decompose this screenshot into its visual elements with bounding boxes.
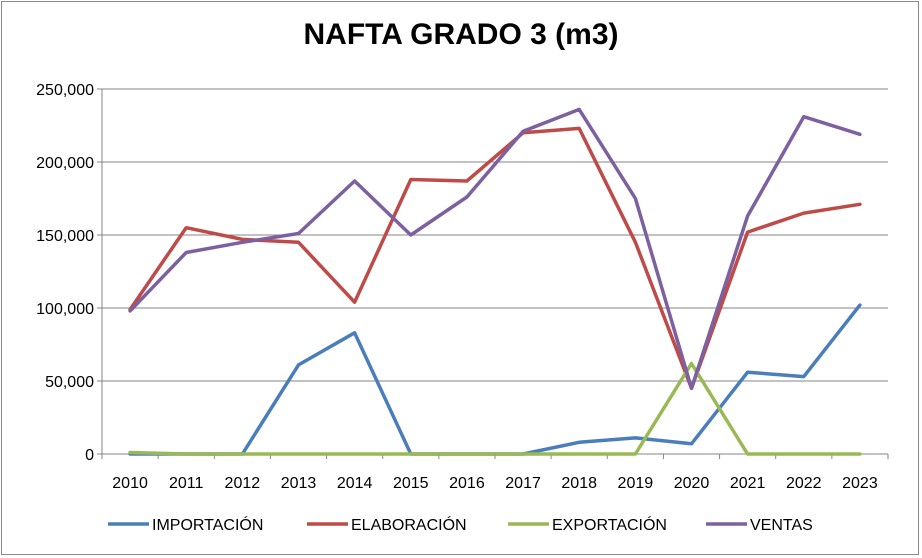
- y-tick-label: 250,000: [36, 82, 94, 99]
- legend-label-elaboracion: ELABORACIÓN: [351, 515, 467, 534]
- legend-label-importacion: IMPORTACIÓN: [152, 515, 263, 534]
- y-tick-label: 0: [85, 447, 94, 464]
- x-tick-label: 2015: [393, 475, 429, 492]
- legend-label-exportacion: EXPORTACIÓN: [552, 515, 667, 534]
- y-tick-label: 100,000: [36, 301, 94, 318]
- series-line-ventas: [128, 107, 862, 391]
- y-tick-label: 200,000: [36, 155, 94, 172]
- x-tick-label: 2018: [561, 475, 597, 492]
- x-tick-label: 2014: [337, 475, 373, 492]
- x-axis: 2010 2011 2012 2013 2014 2015 2016 2017 2018 2019…: [101, 453, 889, 492]
- x-tick-label: 2020: [674, 475, 710, 492]
- y-axis: 0 50,000 100,000 150,000 200,000 250,000: [36, 82, 103, 464]
- x-tick-label: 2011: [169, 475, 204, 492]
- x-tick-label: 2022: [786, 475, 822, 492]
- gridlines: [102, 88, 888, 455]
- series-group: [128, 107, 862, 456]
- series-line-importacion: [128, 303, 862, 456]
- y-tick-label: 150,000: [36, 228, 94, 245]
- x-tick-label: 2010: [112, 475, 148, 492]
- x-tick-label: 2012: [225, 475, 261, 492]
- x-tick-label: 2016: [449, 475, 485, 492]
- x-tick-label: 2017: [505, 475, 541, 492]
- y-tick-label: 50,000: [45, 374, 94, 391]
- legend-label-ventas: VENTAS: [750, 517, 813, 534]
- series-line-exportacion: [128, 361, 862, 456]
- x-tick-label: 2013: [281, 475, 317, 492]
- chart-title: NAFTA GRADO 3 (m3): [303, 18, 619, 51]
- x-tick-label: 2021: [730, 475, 766, 492]
- x-tick-label: 2023: [842, 475, 878, 492]
- series-line-elaboracion: [128, 126, 862, 391]
- legend: IMPORTACIÓN ELABORACIÓN EXPORTACIÓN VENTAS: [108, 515, 813, 534]
- x-tick-label: 2019: [618, 475, 654, 492]
